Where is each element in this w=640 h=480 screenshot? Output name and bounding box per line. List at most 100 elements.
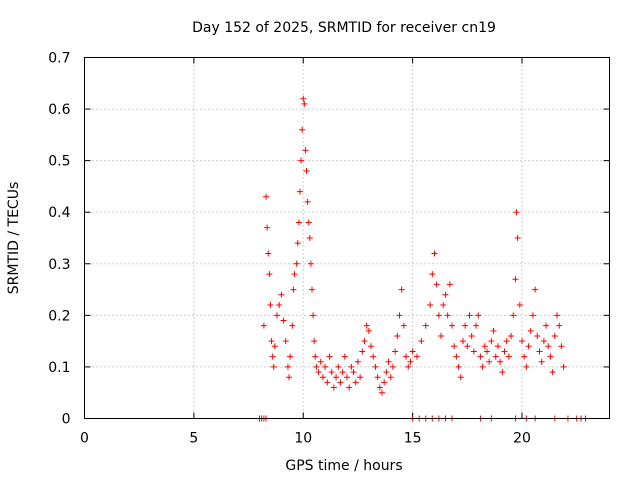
data-point <box>464 343 471 350</box>
data-point <box>376 384 383 391</box>
y-tick-label: 0.7 <box>48 51 70 67</box>
data-point <box>313 363 320 370</box>
data-point <box>549 369 556 376</box>
data-point <box>444 312 451 319</box>
data-point <box>536 348 543 355</box>
data-point <box>470 348 477 355</box>
data-point <box>545 343 552 350</box>
data-point <box>497 358 504 365</box>
data-point <box>271 343 278 350</box>
data-point <box>387 374 394 381</box>
data-point <box>350 369 357 376</box>
data-point <box>269 353 276 360</box>
y-tick-label: 0.2 <box>48 308 70 324</box>
data-point <box>479 363 486 370</box>
data-point <box>394 332 401 339</box>
data-point <box>407 358 414 365</box>
x-tick-label: 10 <box>294 431 312 447</box>
y-tick-label: 0.4 <box>48 205 70 221</box>
data-point <box>398 286 405 293</box>
data-point <box>534 332 541 339</box>
data-point <box>309 286 315 293</box>
data-point <box>339 369 346 376</box>
data-point <box>438 332 445 339</box>
data-point <box>381 379 388 386</box>
data-point <box>374 374 381 381</box>
data-point <box>433 281 440 288</box>
data-point <box>379 389 385 396</box>
x-tick-label: 0 <box>80 431 89 447</box>
data-point <box>422 322 429 329</box>
data-point <box>540 338 547 345</box>
data-point <box>291 271 298 278</box>
data-point <box>455 363 462 370</box>
x-tick-label: 5 <box>189 431 198 447</box>
data-point <box>312 353 319 360</box>
data-point <box>282 338 289 345</box>
data-point <box>556 322 563 329</box>
data-point <box>490 327 497 334</box>
data-point <box>538 358 545 365</box>
data-point <box>357 374 364 381</box>
data-point <box>365 327 372 334</box>
data-point <box>521 353 528 360</box>
x-axis-label: GPS time / hours <box>285 458 402 474</box>
data-point <box>295 219 302 226</box>
data-point <box>403 353 410 360</box>
data-point <box>431 250 438 257</box>
data-point <box>385 358 392 365</box>
data-point <box>418 338 425 345</box>
data-point <box>508 332 515 339</box>
data-point <box>352 379 359 386</box>
data-point <box>475 312 482 319</box>
data-point <box>341 353 348 360</box>
data-point <box>286 374 293 381</box>
data-point <box>529 312 536 319</box>
data-point <box>274 312 280 319</box>
data-point <box>330 384 337 391</box>
plot-frame <box>84 57 610 419</box>
data-point <box>405 363 412 370</box>
data-point <box>462 322 469 329</box>
data-point <box>328 369 335 376</box>
data-point <box>307 260 314 267</box>
data-point <box>494 343 501 350</box>
data-point <box>315 369 322 376</box>
data-point <box>525 343 532 350</box>
data-point <box>260 322 267 329</box>
data-point <box>287 353 294 360</box>
data-point <box>468 332 475 339</box>
data-point <box>383 369 390 376</box>
data-point <box>333 374 340 381</box>
data-point <box>354 358 361 365</box>
data-point <box>492 353 499 360</box>
data-point <box>551 332 558 339</box>
data-point <box>263 193 270 200</box>
data-point <box>484 348 490 355</box>
data-point <box>512 276 519 283</box>
data-point <box>337 379 344 386</box>
data-point <box>265 250 272 257</box>
data-point <box>280 317 287 324</box>
data-point <box>427 302 434 309</box>
data-point <box>451 343 458 350</box>
y-tick-label: 0 <box>62 412 71 428</box>
data-point <box>264 224 271 231</box>
data-point <box>302 147 309 154</box>
data-point <box>466 312 473 319</box>
data-point <box>486 358 493 365</box>
data-points <box>256 95 589 422</box>
data-point <box>554 312 560 319</box>
y-tick-label: 0.5 <box>48 154 70 170</box>
data-point <box>266 271 273 278</box>
data-point <box>278 291 285 298</box>
chart-title: Day 152 of 2025, SRMTID for receiver cn1… <box>192 20 496 36</box>
data-point <box>532 286 539 293</box>
data-point <box>361 338 368 345</box>
data-point <box>516 302 523 309</box>
data-point <box>442 291 449 298</box>
data-point <box>457 374 464 381</box>
data-point <box>527 327 534 334</box>
data-point <box>510 312 517 319</box>
x-tick-label: 15 <box>404 431 422 447</box>
